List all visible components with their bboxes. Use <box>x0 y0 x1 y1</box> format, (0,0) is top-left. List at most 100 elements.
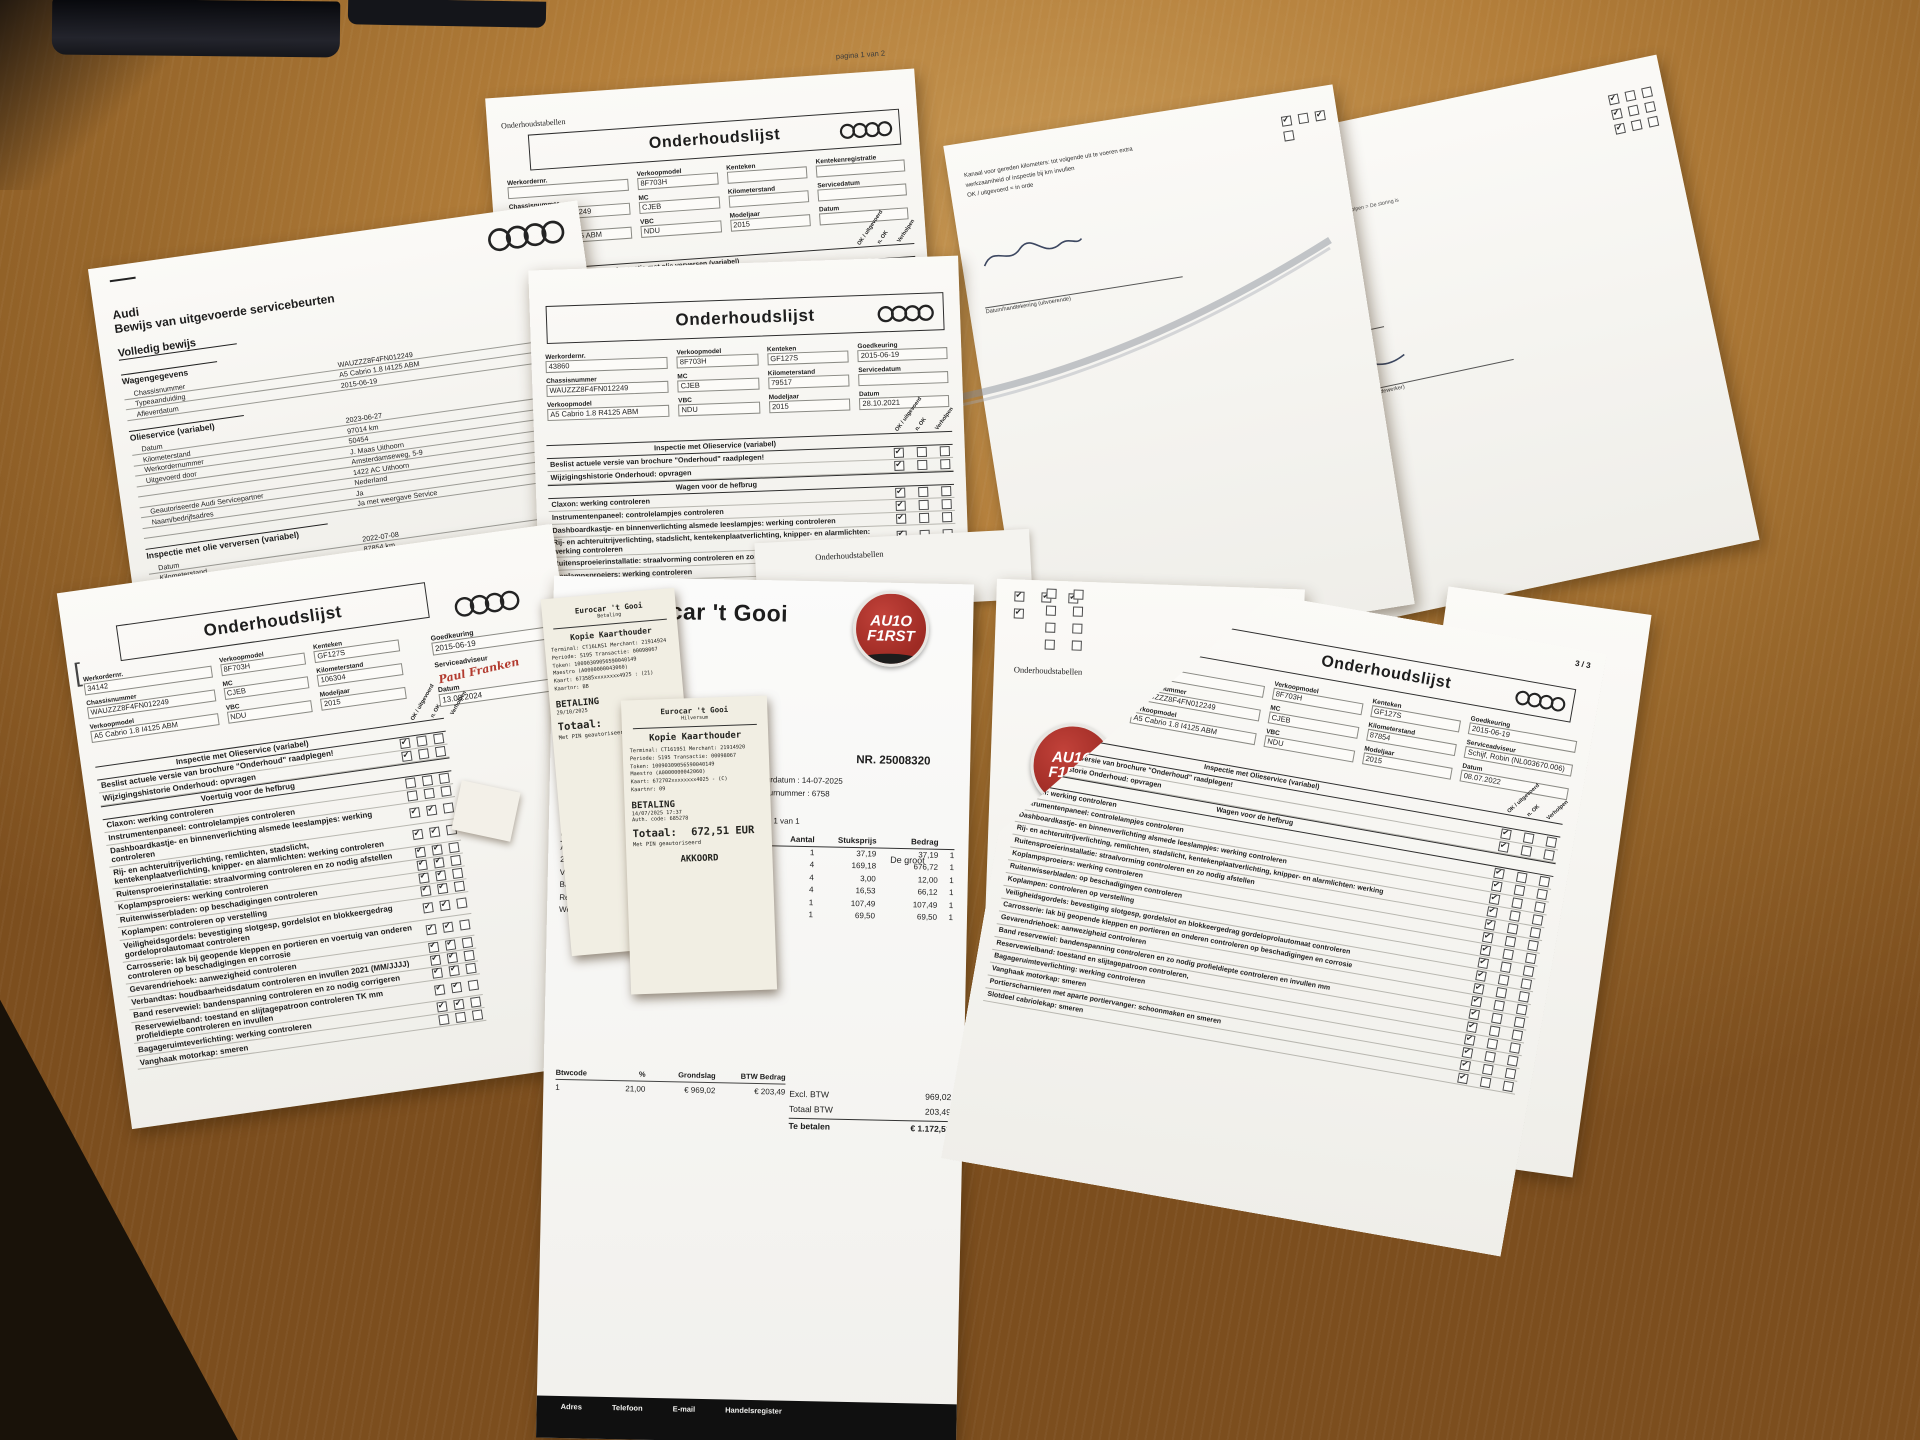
checkbox-fixed <box>459 919 471 931</box>
checkbox-nok <box>421 775 434 787</box>
checkbox-nok <box>433 856 445 869</box>
checkbox-nok <box>444 938 457 951</box>
checkbox-nok <box>1498 974 1510 986</box>
maintenance-checklist-43860: Onderhoudslijst Werkordernr. 43860 Verko… <box>528 255 972 663</box>
checkbox-ok <box>1498 841 1510 853</box>
checkbox-fixed <box>438 772 450 784</box>
checkbox-fixed <box>1530 927 1542 939</box>
checkbox-nok <box>450 981 463 994</box>
signature-label: Datum/handtekening (uitvoerende) <box>984 275 1184 315</box>
document-field: Kenteken GF127S <box>767 343 850 366</box>
checkbox-nok <box>453 999 465 1011</box>
checkbox-ok <box>418 872 430 884</box>
checkbox-ok <box>1014 591 1025 602</box>
checkbox-nok <box>1523 832 1535 844</box>
document-field: Verkoopmodel 8F703H <box>637 166 719 191</box>
checkbox-ok <box>429 954 442 966</box>
checkbox-fixed <box>456 897 468 909</box>
footer-column-label: E-mail <box>672 1404 696 1414</box>
checkbox-nok <box>1491 1013 1503 1025</box>
checkbox-fixed <box>1518 991 1530 1003</box>
checkbox-nok <box>1493 1000 1505 1012</box>
checkbox-nok <box>1502 949 1514 961</box>
document-field: Modeljaar 2015 <box>769 391 851 414</box>
checkbox-fixed <box>1505 1068 1517 1080</box>
checkbox-ok <box>1473 983 1485 995</box>
checkbox-ok <box>1464 1034 1476 1046</box>
document-field: Werkordernr. 43860 <box>545 350 669 374</box>
receipt-akkoord: AKKOORD <box>680 853 719 865</box>
signature-scribble <box>983 237 1083 266</box>
checkbox-fixed <box>434 745 447 758</box>
checkbox-fixed <box>433 733 445 745</box>
vat-summary: Btwcode % Grondslag BTW Bedrag 1 21,00 €… <box>555 1067 786 1097</box>
document-field: Werkordernr. <box>507 172 629 200</box>
fold-mark: [ <box>71 656 84 688</box>
checkbox-ok <box>1457 1073 1469 1085</box>
checkbox-ok <box>414 846 426 858</box>
checkbox-fixed <box>1536 889 1548 901</box>
checkbox-nok <box>1509 910 1521 922</box>
page-indicator: 3 / 3 <box>1574 658 1592 671</box>
checkbox-ok <box>401 750 413 762</box>
checkbox-fixed <box>1532 914 1544 926</box>
checkbox-nok <box>1487 1038 1499 1050</box>
checkbox-fixed <box>453 880 466 892</box>
checkbox-fixed <box>1543 849 1555 861</box>
checkbox-fixed <box>450 854 462 866</box>
checkbox-nok <box>918 486 929 498</box>
checkbox-ok <box>404 777 417 789</box>
checkbox-fixed <box>1507 1055 1519 1067</box>
total-row: Te betalen € 1.172,51 <box>788 1117 951 1138</box>
vat-row: 1 21,00 € 969,02 € 203,49 <box>555 1082 786 1097</box>
checkbox-ok <box>1493 868 1505 880</box>
document-field: VBC NDU <box>678 395 761 417</box>
invoice-footer-bar: Adres Telefoon E-mail Handelsregister <box>536 1395 957 1440</box>
checkbox-fixed <box>440 785 452 797</box>
checkbox-fixed <box>941 511 953 523</box>
checkbox-ok <box>1466 1021 1478 1033</box>
checkbox-fixed <box>461 936 473 948</box>
checkbox-nok <box>418 748 430 760</box>
checkbox-ok <box>425 924 437 936</box>
checkbox-nok <box>423 787 435 800</box>
checkbox-ok <box>1471 996 1483 1008</box>
checkbox-ok <box>895 500 906 511</box>
document-title: Onderhoudslijst <box>1196 623 1576 722</box>
checkbox-nok <box>431 844 443 856</box>
audi-rings-logo <box>839 121 893 139</box>
document-field: Servicedatum <box>858 364 949 387</box>
document-field: Kenteken <box>726 159 808 184</box>
receipt-copy-title: Kopie Kaarthouder <box>649 730 742 744</box>
document-field: MC CJEB <box>677 371 760 393</box>
checkbox-ok <box>1484 919 1496 931</box>
payment-receipt-front: Eurocar 't Gooi Hilversum Kopie Kaarthou… <box>620 695 778 995</box>
checkbox-ok <box>1482 932 1494 944</box>
checkbox-nok <box>916 446 928 458</box>
checkbox-ok <box>896 513 907 524</box>
checkbox-fixed <box>1520 978 1532 990</box>
checkbox-fixed <box>470 996 482 1009</box>
checkbox-fixed <box>940 459 951 470</box>
checkbox-ok <box>428 941 440 953</box>
checkbox-nok <box>1505 936 1517 948</box>
checkbox-fixed <box>1516 1004 1528 1016</box>
checkbox-nok <box>1521 845 1533 857</box>
note-line: werkzaamheid of inspectie bij km invulle… <box>965 166 1076 190</box>
checkbox-ok <box>1468 1009 1480 1021</box>
checkbox-fixed <box>471 1009 484 1021</box>
document-title: Onderhoudslijst <box>545 292 945 345</box>
checkbox-nok <box>918 499 929 511</box>
invoice-number: NR. 25008320 <box>856 754 931 768</box>
checkbox-fixed <box>1514 1017 1526 1029</box>
document-title: Onderhoudslijst <box>527 108 902 171</box>
checkbox-ok <box>894 460 905 471</box>
checkbox-ok <box>1462 1047 1474 1059</box>
document-field: Goedkeuring 2015-06-19 <box>857 340 948 363</box>
document-field: Kilometerstand <box>728 183 810 208</box>
checkbox-ok <box>1459 1060 1471 1072</box>
maintenance-checklist-page1: pagina 1 van 2 Onderhoudstabellen Onderh… <box>485 49 945 538</box>
checkbox-ok <box>1486 906 1498 918</box>
checkbox-ok <box>412 829 424 841</box>
